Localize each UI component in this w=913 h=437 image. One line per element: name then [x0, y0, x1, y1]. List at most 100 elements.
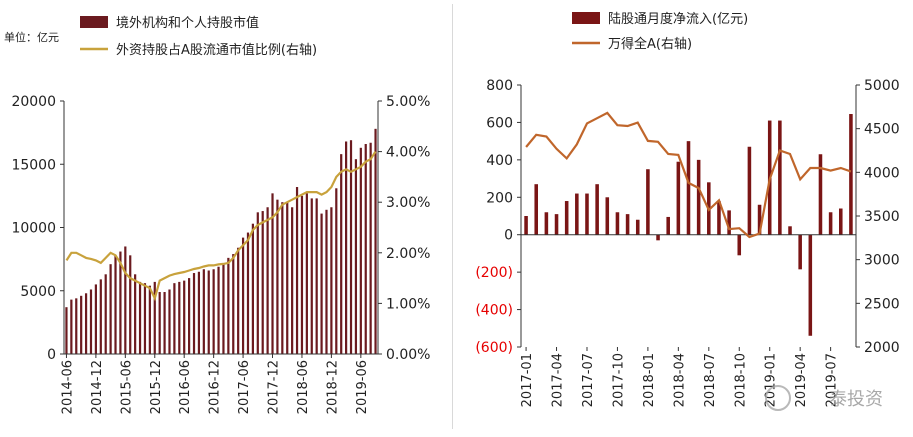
right-x-tick-label: 2018-10: [733, 353, 748, 407]
right-x-tick-label: 2017-10: [611, 353, 626, 407]
right-line-series: [525, 111, 852, 239]
left-legend-bar-swatch: [80, 16, 108, 28]
left-bar: [84, 293, 88, 354]
left-bar: [65, 307, 68, 354]
left-bar: [241, 237, 245, 354]
left-bar: [291, 207, 294, 354]
right-bar: [686, 141, 691, 235]
right-x-tick-label: 2018-07: [703, 353, 718, 407]
left-bar: [99, 279, 102, 354]
right-x-tick-label: 2019-04: [794, 353, 809, 407]
left-bar: [94, 284, 97, 354]
left-bar: [104, 274, 107, 354]
left-bar: [374, 128, 377, 354]
right-bar: [838, 208, 843, 235]
left-bar: [340, 154, 343, 354]
left-bar: [168, 289, 171, 354]
left-bar: [369, 142, 372, 354]
left-bar: [300, 195, 304, 354]
right-y-tick-label: (400): [475, 303, 513, 319]
right-bar: [788, 226, 792, 235]
watermark-icon: [765, 385, 791, 411]
right-bar: [849, 114, 853, 235]
right-x-tick-label: 2017-01: [520, 353, 535, 407]
left-bar: [89, 289, 93, 354]
right-bar: [524, 216, 528, 235]
left-bar: [354, 159, 358, 354]
right-x-tick-label: 2018-01: [642, 353, 657, 407]
right-y-tick-label: 0: [504, 228, 513, 244]
left-x-tick-label: 2016-06: [178, 360, 193, 414]
right-y-tick-label: 200: [486, 190, 513, 206]
left-bar: [232, 254, 235, 354]
right-bar: [646, 169, 650, 235]
right-bar: [635, 219, 640, 235]
left-bar: [212, 269, 215, 354]
right-y-tick-label: (600): [475, 340, 513, 356]
left-bar: [276, 199, 279, 354]
right-bar: [717, 201, 721, 235]
right-bar: [575, 193, 579, 235]
left-bar: [222, 264, 225, 354]
left-x-tick-label: 2018-06: [296, 360, 311, 414]
right-bar: [656, 234, 660, 241]
left-bar: [271, 193, 274, 354]
right-x-tick-label: 2019-07: [825, 353, 840, 407]
right-bar: [676, 161, 681, 235]
right-y2-tick-label: 4500: [864, 122, 900, 138]
right-bar: [747, 146, 752, 235]
right-chart-panel: 陆股通月度净流入(亿元) 万得全A(右轴) (600) (400) (200) 0 20…: [462, 0, 913, 433]
left-bar: [188, 278, 191, 354]
left-bar: [246, 232, 250, 354]
right-bar: [727, 210, 731, 235]
left-bar: [119, 251, 122, 354]
right-bar: [605, 197, 610, 235]
right-bar: [544, 212, 549, 235]
left-bar: [158, 292, 161, 354]
right-bar: [534, 184, 539, 235]
right-chart: 陆股通月度净流入(亿元) 万得全A(右轴) (600) (400) (200) 0 20…: [475, 11, 900, 407]
right-y2-tick-label: 2000: [864, 340, 900, 356]
left-bar: [330, 207, 333, 354]
left-unit-label: 单位：亿元: [4, 30, 59, 44]
left-bar: [320, 213, 323, 354]
left-line-series: [65, 151, 377, 302]
left-y2-tick-label: 4.00%: [386, 145, 430, 161]
left-bar: [75, 298, 78, 354]
left-bar: [335, 188, 338, 354]
left-y2-tick-label: 3.00%: [386, 195, 430, 211]
right-x-tick-label: 2018-04: [672, 353, 687, 407]
right-y-tick-label: 600: [486, 115, 513, 131]
right-bar: [828, 212, 833, 235]
right-bar: [757, 204, 762, 235]
left-legend-bar-label: 境外机构和个人持股市值: [116, 15, 259, 31]
left-bar: [143, 283, 147, 354]
left-y2-tick-label: 0.00%: [386, 347, 430, 363]
right-bar: [554, 214, 559, 235]
left-bar: [173, 283, 176, 354]
left-bar: [80, 295, 83, 354]
left-bar: [129, 255, 132, 354]
left-y-tick-label: 10000: [11, 221, 56, 237]
right-y-tick-label: (200): [475, 265, 513, 281]
left-chart: 单位：亿元 境外机构和个人持股市值 外资持股占A股流通市值比例(右轴) 0 500…: [4, 15, 430, 414]
left-bar: [286, 202, 289, 354]
left-x-tick-label: 2016-12: [208, 360, 223, 414]
right-legend-bar-label: 陆股通月度净流入(亿元): [608, 11, 748, 27]
left-y-tick-label: 5000: [20, 284, 56, 300]
left-x-tick-label: 2015-12: [149, 360, 164, 414]
left-bar: [109, 264, 112, 354]
left-bar: [153, 281, 156, 354]
left-bar: [266, 207, 269, 354]
right-bar: [696, 159, 701, 235]
left-bar: [310, 198, 313, 354]
left-x-tick-label: 2018-12: [325, 360, 340, 414]
left-x-tick-label: 2019-06: [355, 360, 370, 414]
left-bar: [163, 292, 166, 354]
right-y2-tick-label: 3000: [864, 253, 900, 269]
right-bar: [808, 234, 813, 336]
left-bar: [364, 144, 367, 354]
right-y2-tick-label: 3500: [864, 209, 900, 225]
right-x-tick-label: 2017-07: [581, 353, 596, 407]
left-bar: [134, 274, 137, 354]
